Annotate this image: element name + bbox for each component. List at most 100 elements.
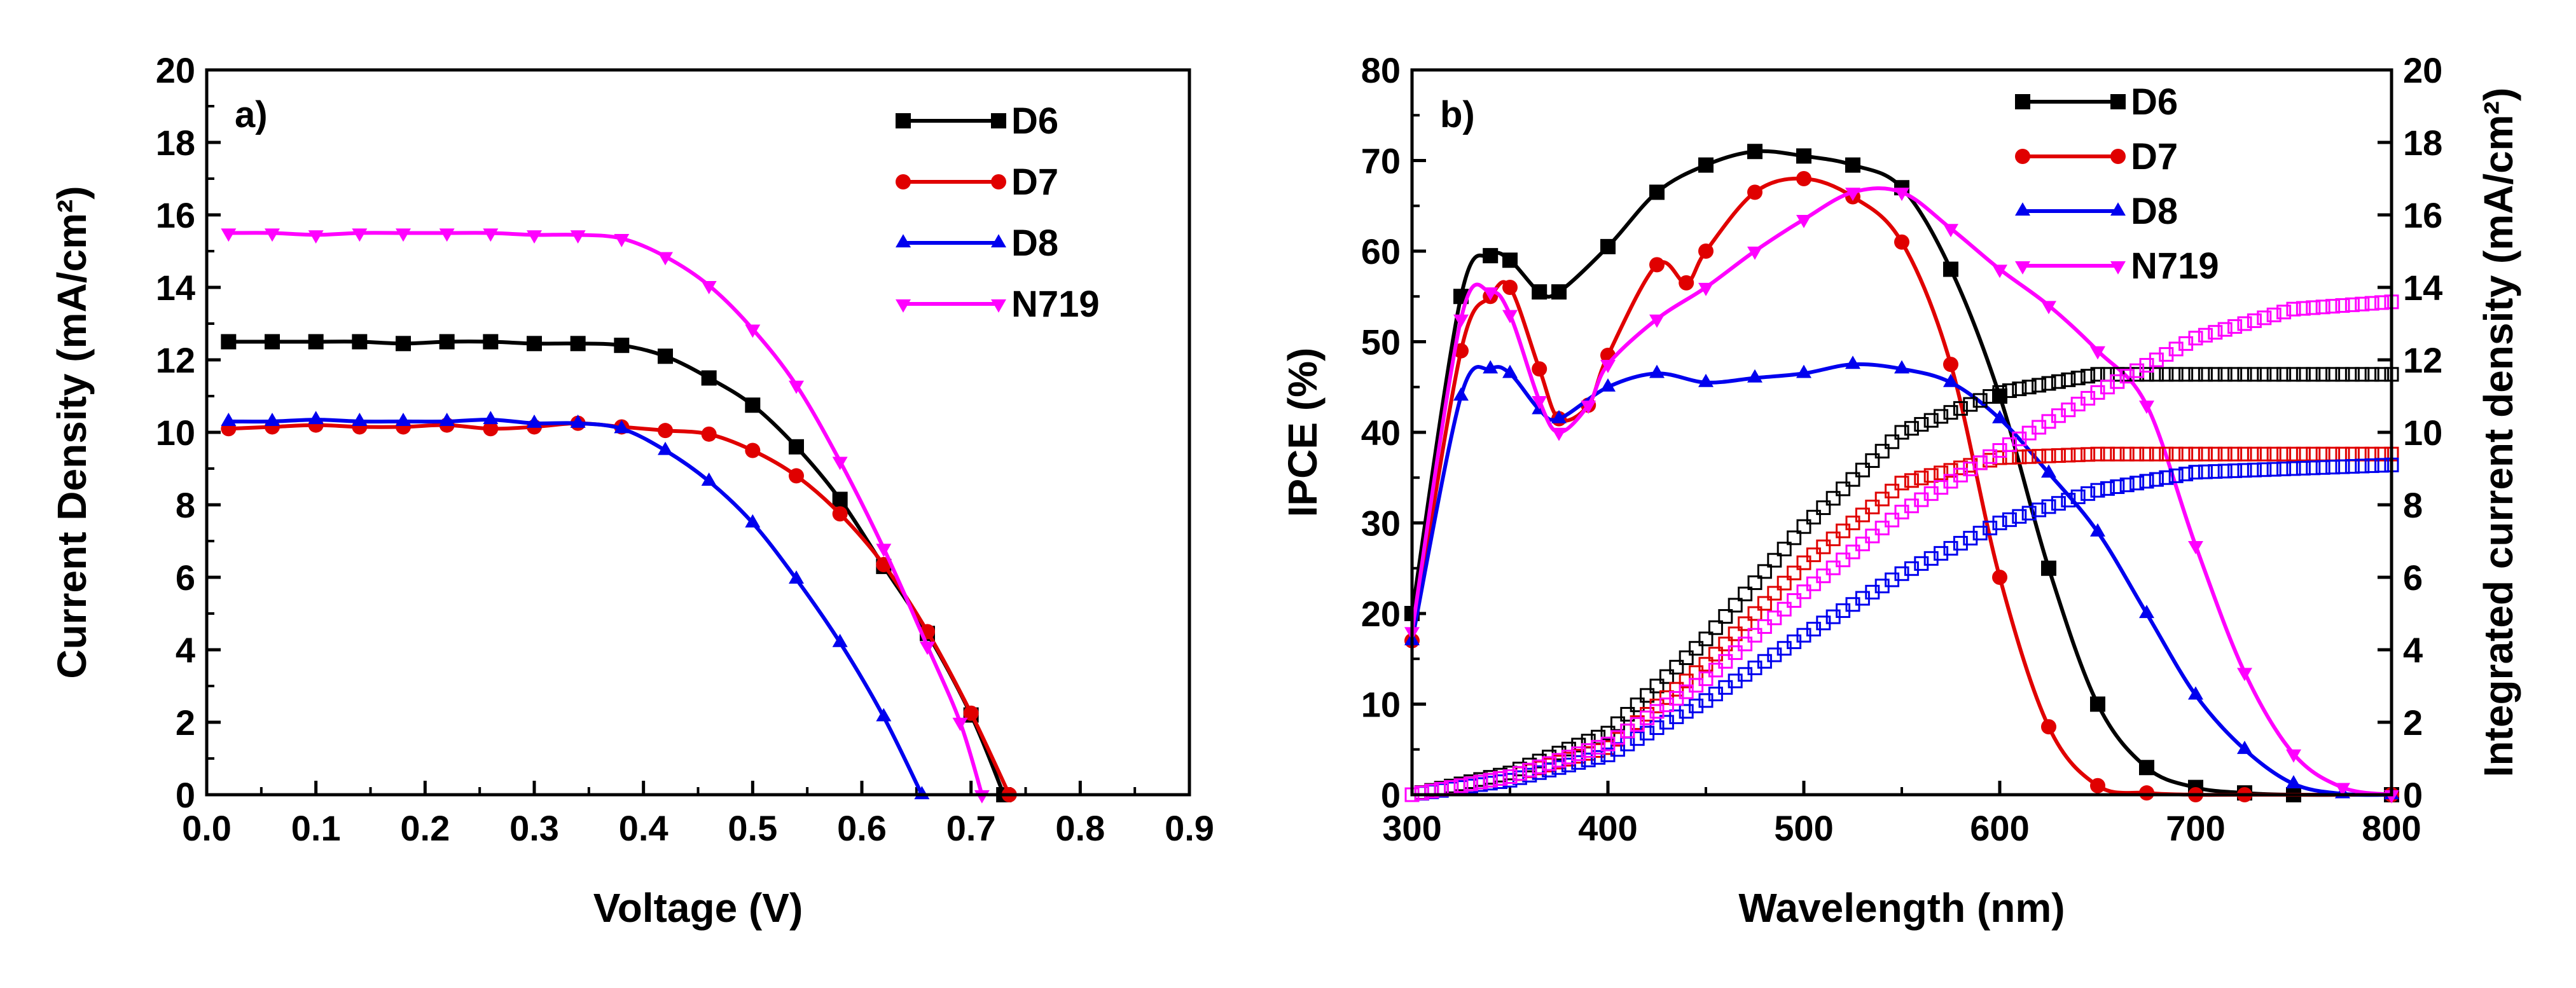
integrated-point [1502,769,1518,784]
data-point [658,441,673,455]
data-point [396,336,411,352]
x-tick-label: 0.3 [509,808,559,848]
integrated-point [2344,367,2360,382]
data-point [1943,261,1958,277]
integrated-point [2070,489,2086,504]
integrated-point [2364,446,2379,462]
integrated-point [1816,539,1831,554]
y-tick-label: 20 [1361,594,1401,634]
integrated-point [1796,584,1811,600]
data-point [701,472,717,486]
data-point [1600,360,1616,373]
integrated-point [2237,463,2252,478]
integrated-point [2002,512,2017,527]
data-point [1845,157,1860,173]
integrated-point [2257,310,2272,326]
integrated-point [1776,601,1792,617]
data-point [483,421,499,437]
integrated-point [1747,628,1762,643]
data-point [308,334,324,350]
data-point [2286,775,2301,788]
integrated-point [1414,785,1429,800]
legend-marker [2110,149,2126,164]
data-point [1747,184,1762,200]
integrated-point [1836,552,1851,568]
integrated-point [2257,446,2272,462]
data-point [1845,188,1860,202]
integrated-point [2257,462,2272,477]
data-point [1581,401,1596,415]
integrated-point [2266,367,2282,382]
integrated-point [1718,609,1733,624]
integrated-point [1953,401,1968,416]
integrated-point [2286,301,2301,317]
x-tick-label: 700 [2166,808,2225,848]
integrated-point [2021,380,2037,395]
integrated-point [2374,295,2390,310]
data-point [1747,144,1762,160]
panel-b-label: b) [1440,94,1475,135]
data-point [1551,284,1567,300]
integrated-point [1845,472,1860,487]
integrated-point [1865,453,1880,468]
integrated-point [1669,682,1684,697]
integrated-point [1698,631,1714,647]
integrated-point [2081,486,2096,501]
data-point [1845,355,1860,369]
x-tick-label: 0.2 [400,808,450,848]
integrated-point [2032,378,2047,393]
panel-a-legend: D6 D7 D8 N719 [896,100,1100,325]
y-tick-label: 70 [1361,141,1401,181]
integrated-point [1728,645,1743,661]
integrated-point [2364,458,2379,473]
panel-b-ipce-curves: 300 400 500 600 700 8000102030405060708002468… [1280,50,2521,931]
integrated-point [1738,636,1753,652]
integrated-point [1904,561,1919,576]
data-point [1502,310,1518,324]
integrated-point [2296,446,2311,462]
data-point [483,334,499,350]
integrated-point [2276,446,2292,462]
integrated-point [2061,493,2076,508]
data-point [1992,409,2007,423]
data-point [1943,373,1958,387]
data-point [789,380,804,394]
integrated-point [2374,367,2390,382]
series-d7 [1404,171,2399,802]
integrated-point [1776,542,1792,557]
integrated-point [2247,313,2262,328]
data-point [1747,246,1762,260]
legend-item-d8: D8 [2015,191,2178,232]
integrated-point [1463,776,1478,792]
data-point [2090,696,2105,712]
integrated-point [2051,448,2066,463]
data-point [920,642,935,655]
data-point [2335,783,2350,797]
data-point [832,491,848,507]
integrated-point [2139,367,2154,382]
data-point [2090,778,2105,793]
integrated-point [2149,446,2164,462]
legend-marker [991,299,1006,313]
data-point [1992,264,2007,278]
panel-b-plot-frame [1410,68,2393,797]
x-tick-label: 0.6 [837,808,887,848]
integrated-point [1453,778,1469,793]
data-point [396,228,411,242]
integrated-point [1522,762,1537,778]
integrated-point [2296,301,2311,316]
integrated-point [2335,298,2350,313]
integrated-point [1630,697,1645,713]
data-point [1551,427,1567,441]
integrated-point [2374,458,2390,473]
integrated-point [2168,446,2184,462]
data-point [265,413,280,426]
integrated-point [2100,446,2115,462]
integrated-point [1483,772,1498,788]
integrated-point [2002,383,2017,398]
integrated-point [2227,446,2243,462]
data-point [2188,686,2203,700]
data-point [221,413,237,426]
legend-marker [2110,202,2126,216]
